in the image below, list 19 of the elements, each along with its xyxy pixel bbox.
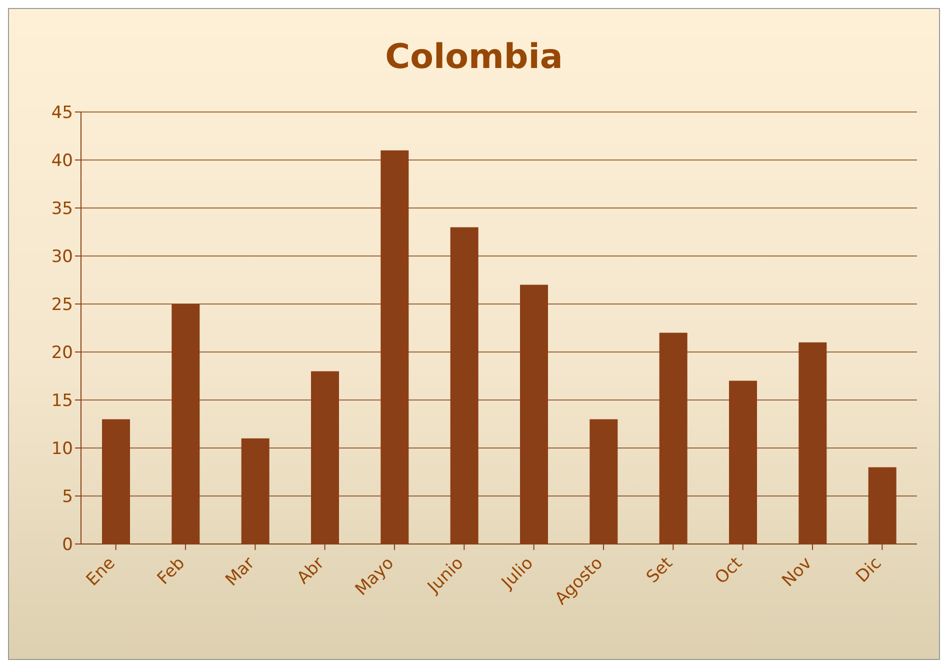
x-tick-label: Oct bbox=[711, 553, 747, 588]
y-tick-label: 45 bbox=[51, 103, 73, 124]
x-tick-label: Nov bbox=[778, 553, 816, 592]
x-tick-label: Feb bbox=[154, 553, 190, 589]
y-tick-label: 35 bbox=[51, 199, 73, 220]
y-tick-label: 10 bbox=[51, 439, 73, 460]
x-tick-label: Abr bbox=[293, 553, 328, 588]
x-tick-label: Mar bbox=[222, 553, 259, 590]
y-tick-label: 15 bbox=[51, 391, 73, 412]
x-tick-label: Set bbox=[642, 553, 677, 588]
y-tick-label: 40 bbox=[51, 151, 73, 172]
y-tick-label: 25 bbox=[51, 295, 73, 316]
x-tick-label: Dic bbox=[852, 553, 886, 587]
y-tick-label: 5 bbox=[62, 487, 73, 508]
chart-title: Colombia bbox=[384, 37, 564, 77]
x-tick-label: Ene bbox=[82, 553, 120, 590]
y-tick-label: 30 bbox=[51, 247, 73, 268]
y-tick-label: 20 bbox=[51, 343, 73, 364]
y-tick-label: 0 bbox=[62, 535, 73, 556]
